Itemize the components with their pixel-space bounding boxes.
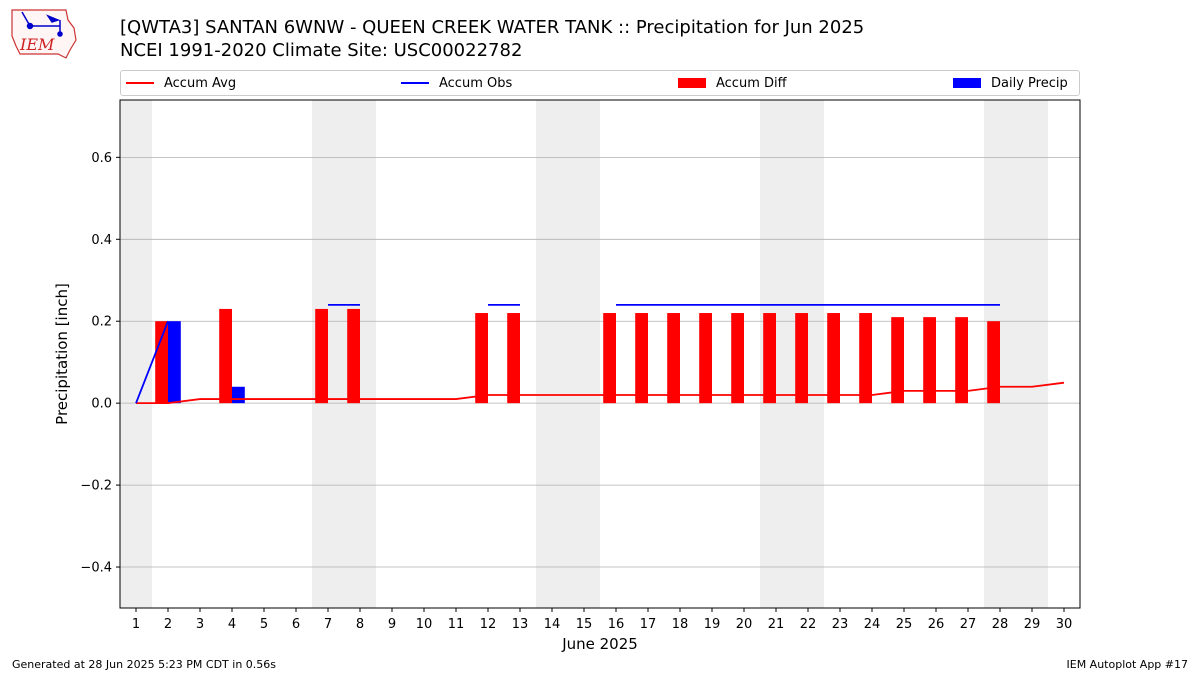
accum-diff-bar <box>347 308 360 404</box>
accum-diff-bar <box>667 313 680 404</box>
accum-diff-bar <box>987 321 1000 404</box>
weather-station-icon <box>21 11 63 37</box>
y-axis-label: Precipitation [inch] <box>53 283 71 425</box>
x-ticks: 1 2 3 4 5 6 7 8 9 10 11 12 13 14 15 16 17 18 19 20 21 22 23 24 2… <box>132 608 1072 632</box>
accum-diff-bar <box>315 308 328 404</box>
accum-diff-bar <box>859 313 872 404</box>
y-tick-label: −0.2 <box>80 479 112 494</box>
weekend-shade-14 <box>536 100 568 608</box>
app-footer: IEM Autoplot App #17 <box>1066 658 1189 671</box>
x-axis-label: June 2025 <box>561 635 638 653</box>
x-tick-label: 4 <box>228 617 236 632</box>
accum-diff-bar <box>635 313 648 404</box>
accum-avg-line <box>136 381 1065 405</box>
x-tick-label: 10 <box>416 617 433 632</box>
y-tick-label: 0.2 <box>91 315 112 330</box>
x-tick-label: 17 <box>640 617 657 632</box>
x-tick-label: 2 <box>164 617 172 632</box>
grid-lines <box>120 156 1080 568</box>
x-tick-label: 12 <box>480 617 497 632</box>
accum-diff-bar <box>507 313 520 404</box>
accum-diff-bar <box>699 313 712 404</box>
legend-label-accum-obs: Accum Obs <box>439 75 513 91</box>
accum-diff-bar <box>219 308 232 404</box>
x-tick-label: 8 <box>356 617 364 632</box>
iem-logo-text: IEM <box>19 35 55 54</box>
x-tick-label: 5 <box>260 617 268 632</box>
x-tick-label: 21 <box>768 617 785 632</box>
daily-precip-bar <box>168 321 181 404</box>
legend-swatch-daily-precip <box>953 78 981 88</box>
legend-swatch-accum-obs <box>401 82 429 84</box>
x-tick-label: 13 <box>512 617 529 632</box>
x-tick-label: 23 <box>832 617 849 632</box>
accum-obs-line <box>135 320 169 404</box>
legend-swatch-accum-avg <box>126 82 154 84</box>
weekend-shade-29 <box>1016 100 1048 608</box>
x-tick-label: 9 <box>388 617 396 632</box>
weekend-shade-1 <box>120 100 152 608</box>
y-tick-label: 0.6 <box>91 151 112 166</box>
accum-diff-bar <box>891 317 904 404</box>
bars <box>155 308 1000 404</box>
y-tick-label: −0.4 <box>80 561 112 576</box>
legend-swatch-accum-diff <box>678 78 706 88</box>
x-tick-label: 28 <box>992 617 1009 632</box>
chart-title: [QWTA3] SANTAN 6WNW - QUEEN CREEK WATER … <box>120 17 865 38</box>
legend: Accum Avg Accum Obs Accum Diff Daily Pre… <box>120 70 1080 96</box>
daily-precip-bar <box>232 386 245 404</box>
accum-diff-bar <box>795 313 808 404</box>
legend-label-accum-diff: Accum Diff <box>716 75 787 91</box>
chart-subtitle: NCEI 1991-2020 Climate Site: USC00022782 <box>120 40 523 61</box>
accum-diff-bar <box>155 321 168 404</box>
x-tick-label: 20 <box>736 617 753 632</box>
accum-diff-bar <box>923 317 936 404</box>
x-tick-label: 29 <box>1024 617 1041 632</box>
x-tick-label: 30 <box>1056 617 1073 632</box>
legend-label-daily-precip: Daily Precip <box>991 75 1068 91</box>
x-tick-label: 11 <box>448 617 465 632</box>
x-tick-label: 6 <box>292 617 300 632</box>
accum-diff-bar <box>827 313 840 404</box>
accum-diff-bar <box>603 313 616 404</box>
legend-item-accum-diff: Accum Diff <box>678 74 787 92</box>
y-tick-label: 0.0 <box>91 397 112 412</box>
x-tick-label: 24 <box>864 617 881 632</box>
x-tick-label: 16 <box>608 617 625 632</box>
generated-footer: Generated at 28 Jun 2025 5:23 PM CDT in … <box>12 658 277 671</box>
x-tick-label: 25 <box>896 617 913 632</box>
accum-diff-bar <box>475 313 488 404</box>
plot-frame <box>119 99 1081 609</box>
series-lines <box>135 303 1065 405</box>
weekend-shade-15 <box>568 100 600 608</box>
iem-logo: IEM <box>11 9 77 59</box>
x-tick-label: 26 <box>928 617 945 632</box>
x-tick-label: 7 <box>324 617 332 632</box>
x-tick-label: 14 <box>544 617 561 632</box>
x-tick-label: 19 <box>704 617 721 632</box>
x-tick-label: 22 <box>800 617 817 632</box>
accum-diff-bar <box>731 313 744 404</box>
legend-item-daily-precip: Daily Precip <box>953 74 1068 92</box>
accum-diff-bar <box>955 317 968 404</box>
x-tick-label: 15 <box>576 617 593 632</box>
legend-item-accum-obs: Accum Obs <box>401 74 512 92</box>
legend-label-accum-avg: Accum Avg <box>164 75 237 91</box>
x-tick-label: 18 <box>672 617 689 632</box>
x-tick-label: 27 <box>960 617 977 632</box>
legend-item-accum-avg: Accum Avg <box>126 74 236 92</box>
weekend-shading <box>120 100 1048 608</box>
y-ticks: −0.4 −0.2 0.0 0.2 0.4 0.6 <box>80 151 120 576</box>
accum-diff-bar <box>763 313 776 404</box>
x-tick-label: 3 <box>196 617 204 632</box>
y-tick-label: 0.4 <box>91 233 112 248</box>
x-tick-label: 1 <box>132 617 140 632</box>
